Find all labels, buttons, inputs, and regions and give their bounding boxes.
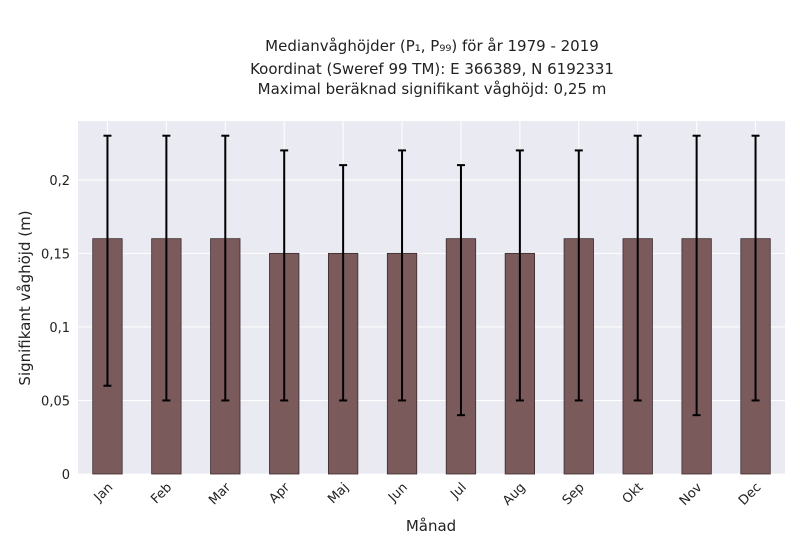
x-tick-label-jun: Jun bbox=[385, 480, 411, 506]
y-tick-label: 0 bbox=[62, 468, 70, 483]
error-bar-okt bbox=[633, 134, 642, 402]
error-bar-mar bbox=[221, 134, 230, 402]
error-bar-feb bbox=[162, 134, 171, 402]
x-tick-label-mar: Mar bbox=[206, 480, 234, 508]
x-tick-label-maj: Maj bbox=[325, 480, 352, 507]
x-tick-label-okt: Okt bbox=[620, 480, 647, 507]
y-tick-labels: 0 0,05 0,1 0,15 0,2 bbox=[41, 174, 70, 483]
error-bar-jun bbox=[398, 149, 407, 402]
x-tick-label-apr: Apr bbox=[267, 480, 294, 507]
x-tick-label-jul: Jul bbox=[447, 480, 469, 502]
error-bars bbox=[103, 134, 760, 417]
y-tick-label: 0,15 bbox=[41, 247, 70, 262]
x-tick-label-nov: Nov bbox=[677, 480, 706, 509]
x-tick-label-jan: Jan bbox=[91, 480, 116, 505]
chart-title-line-2: Koordinat (Sweref 99 TM): E 366389, N 61… bbox=[250, 60, 614, 78]
y-tick-label: 0,1 bbox=[49, 321, 70, 336]
y-tick-label: 0,05 bbox=[41, 394, 70, 409]
error-bar-jul bbox=[456, 164, 465, 417]
y-tick-label: 0,2 bbox=[49, 174, 70, 189]
chart-title-line-3: Maximal beräknad signifikant våghöjd: 0,… bbox=[258, 80, 607, 98]
error-bar-apr bbox=[280, 149, 289, 402]
error-bar-nov bbox=[692, 134, 701, 417]
error-bar-sep bbox=[574, 149, 583, 402]
x-tick-label-sep: Sep bbox=[560, 480, 588, 508]
x-tick-label-aug: Aug bbox=[500, 480, 529, 509]
x-tick-label-dec: Dec bbox=[736, 480, 764, 508]
error-bar-dec bbox=[751, 134, 760, 402]
error-bar-jan bbox=[103, 134, 112, 387]
chart-title-line-1: Medianvåghöjder (P₁, P₉₉) för år 1979 - … bbox=[265, 37, 599, 55]
y-axis-label: Signifikant våghöjd (m) bbox=[16, 210, 34, 385]
error-bar-aug bbox=[515, 149, 524, 402]
x-axis-label: Månad bbox=[406, 517, 456, 535]
error-bar-maj bbox=[339, 164, 348, 402]
plot-area bbox=[78, 121, 785, 474]
x-tick-labels: Jan Feb Mar Apr Maj Jun Jul Aug Sep Okt Nov Dec bbox=[91, 480, 765, 509]
x-tick-label-feb: Feb bbox=[148, 480, 175, 507]
chart-title: Medianvåghöjder (P₁, P₉₉) för år 1979 - … bbox=[250, 37, 614, 98]
